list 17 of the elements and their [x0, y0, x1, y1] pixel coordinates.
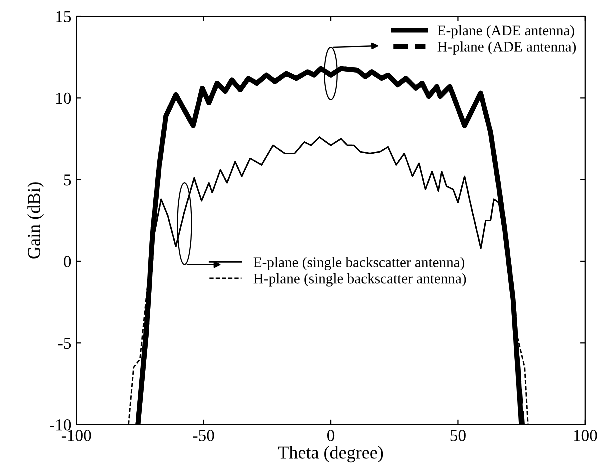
- x-tick-label: -50: [193, 430, 214, 442]
- y-tick-label: -5: [58, 338, 72, 350]
- x-tick-label: 50: [450, 430, 466, 442]
- x-tick-label: -100: [62, 430, 92, 442]
- x-tick-label: 0: [327, 430, 335, 442]
- x-tick-label: 100: [574, 430, 598, 442]
- legend-label: H-plane (ADE antenna): [438, 42, 576, 55]
- legend-label: E-plane (single backscatter antenna): [254, 257, 465, 270]
- y-tick-label: 0: [64, 256, 72, 268]
- y-tick-label: 5: [64, 174, 72, 186]
- legend-label: H-plane (single backscatter antenna): [254, 273, 466, 287]
- y-axis-title: Gain (dBi): [28, 182, 44, 259]
- y-tick-label: -10: [50, 420, 72, 431]
- y-tick-label: 15: [56, 11, 72, 22]
- x-axis-title: Theta (degree): [278, 446, 384, 463]
- legend-label: E-plane (ADE antenna): [438, 25, 574, 39]
- y-tick-label: 10: [56, 92, 72, 104]
